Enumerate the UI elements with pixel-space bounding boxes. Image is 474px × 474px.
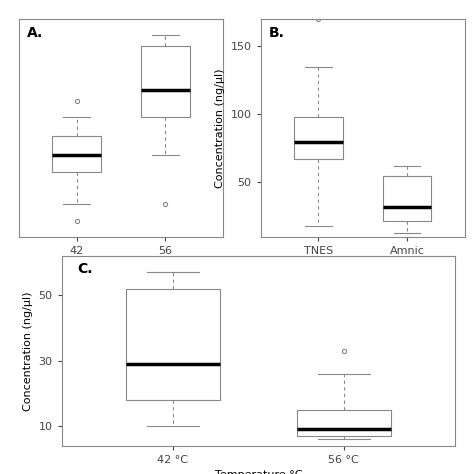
FancyBboxPatch shape xyxy=(141,46,190,117)
Y-axis label: Concentration (ng/μl): Concentration (ng/μl) xyxy=(215,68,225,188)
Text: A.: A. xyxy=(27,26,43,39)
FancyBboxPatch shape xyxy=(126,289,220,400)
FancyBboxPatch shape xyxy=(52,136,101,172)
X-axis label: Temperature °C: Temperature °C xyxy=(215,470,302,474)
X-axis label: Temperature °C: Temperature °C xyxy=(77,262,164,272)
Y-axis label: Concentration (ng/μl): Concentration (ng/μl) xyxy=(23,291,33,410)
Text: C.: C. xyxy=(77,262,93,276)
Text: B.: B. xyxy=(269,26,285,39)
X-axis label: Buffer Type: Buffer Type xyxy=(331,262,394,272)
FancyBboxPatch shape xyxy=(294,117,343,159)
FancyBboxPatch shape xyxy=(297,410,391,436)
FancyBboxPatch shape xyxy=(383,176,431,221)
